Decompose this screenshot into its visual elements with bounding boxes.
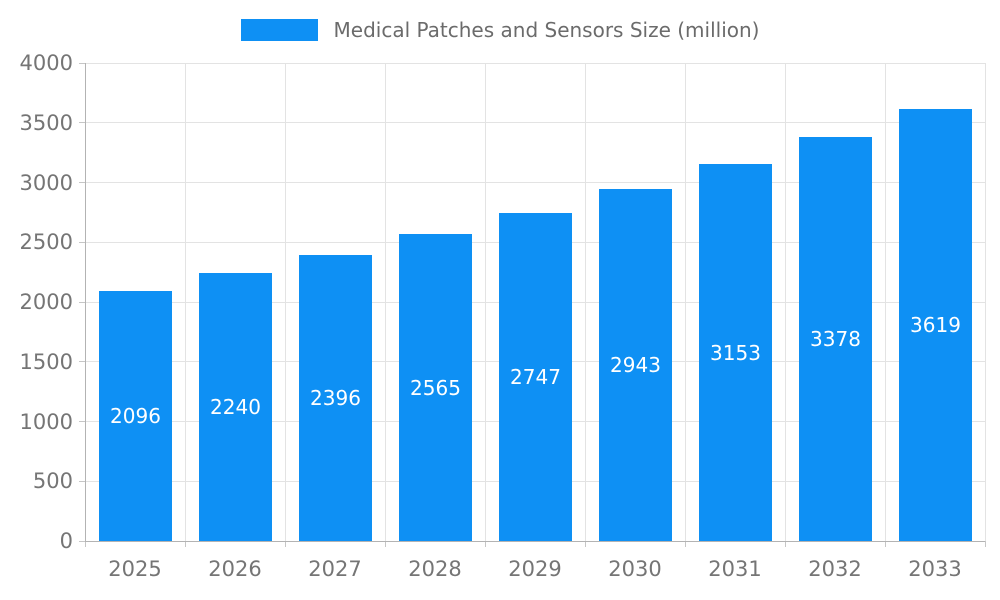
bar bbox=[699, 164, 772, 541]
v-gridline bbox=[384, 63, 386, 541]
x-axis-label: 2030 bbox=[608, 557, 662, 581]
y-axis-tick bbox=[79, 122, 85, 124]
bar bbox=[399, 234, 472, 541]
bar-value-label: 2396 bbox=[310, 385, 361, 410]
y-axis-tick bbox=[79, 540, 85, 542]
x-axis-tick bbox=[784, 541, 786, 547]
x-axis-label: 2029 bbox=[508, 557, 562, 581]
y-axis-tick bbox=[79, 421, 85, 422]
h-gridline bbox=[85, 122, 985, 124]
bar-value-label: 2240 bbox=[210, 395, 261, 420]
bar bbox=[499, 212, 572, 541]
v-gridline bbox=[184, 63, 186, 541]
x-axis-tick bbox=[84, 541, 86, 547]
x-axis-tick bbox=[684, 541, 686, 547]
y-axis-label: 4000 bbox=[19, 51, 73, 75]
bar bbox=[299, 254, 372, 541]
bar-value-label: 2747 bbox=[510, 364, 561, 389]
bar-value-label: 3153 bbox=[710, 340, 761, 365]
bar bbox=[799, 137, 872, 541]
x-axis-label: 2028 bbox=[408, 557, 462, 581]
x-axis-label: 2027 bbox=[308, 557, 362, 581]
chart-legend: Medical Patches and Sensors Size (millio… bbox=[0, 18, 1000, 42]
v-gridline bbox=[884, 63, 886, 541]
x-axis-line bbox=[85, 540, 985, 542]
bar bbox=[99, 290, 172, 541]
v-gridline bbox=[584, 63, 586, 541]
y-axis-label: 500 bbox=[32, 469, 73, 494]
bar-value-label: 3619 bbox=[910, 312, 961, 337]
y-axis-label: 1000 bbox=[19, 409, 73, 434]
y-axis-label: 3000 bbox=[19, 170, 73, 195]
v-gridline bbox=[284, 63, 286, 541]
y-axis-tick bbox=[79, 361, 85, 363]
bar bbox=[599, 189, 672, 541]
y-axis-tick bbox=[79, 182, 85, 183]
x-axis-tick bbox=[184, 541, 186, 547]
y-axis-tick bbox=[79, 62, 85, 64]
y-axis-label: 2000 bbox=[19, 290, 73, 314]
x-axis-tick bbox=[384, 541, 386, 547]
bar-value-label: 3378 bbox=[810, 327, 861, 352]
y-axis-label: 2500 bbox=[19, 230, 73, 255]
y-axis-label: 0 bbox=[59, 529, 73, 553]
bar bbox=[899, 108, 972, 541]
y-axis-tick bbox=[79, 480, 85, 482]
x-axis-tick bbox=[484, 541, 486, 547]
y-axis-tick bbox=[79, 301, 85, 303]
h-gridline bbox=[85, 62, 985, 64]
y-axis-label: 3500 bbox=[19, 110, 73, 135]
v-gridline bbox=[484, 63, 486, 541]
x-axis-label: 2026 bbox=[208, 557, 262, 581]
bar-value-label: 2096 bbox=[110, 403, 161, 428]
x-axis-tick bbox=[884, 541, 886, 547]
x-axis-label: 2032 bbox=[808, 557, 862, 581]
v-gridline bbox=[684, 63, 686, 541]
bar-value-label: 2565 bbox=[410, 375, 461, 400]
y-axis-tick bbox=[79, 241, 85, 243]
bar-value-label: 2943 bbox=[610, 353, 661, 378]
x-axis-label: 2025 bbox=[108, 557, 162, 581]
x-axis-tick bbox=[584, 541, 586, 547]
y-axis-label: 1500 bbox=[19, 349, 73, 374]
v-gridline bbox=[984, 63, 986, 541]
x-axis-label: 2033 bbox=[908, 557, 962, 581]
v-gridline bbox=[784, 63, 786, 541]
x-axis-tick bbox=[284, 541, 286, 547]
h-gridline bbox=[85, 182, 985, 183]
x-axis-tick bbox=[984, 541, 986, 547]
chart-title: Medical Patches and Sensors Size (millio… bbox=[333, 18, 760, 42]
x-axis-label: 2031 bbox=[708, 557, 762, 581]
y-axis-line bbox=[84, 63, 86, 541]
legend-swatch bbox=[240, 19, 318, 41]
bar bbox=[199, 273, 272, 541]
